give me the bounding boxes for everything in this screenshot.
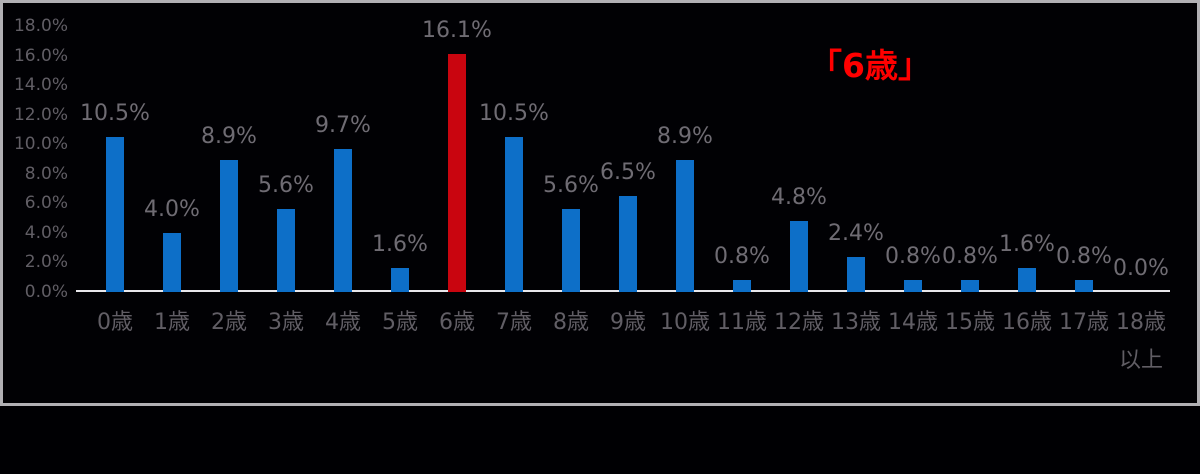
data-label: 0.8%	[714, 244, 770, 269]
chart-frame	[0, 0, 1200, 406]
data-label: 2.4%	[828, 221, 884, 246]
data-label: 0.8%	[885, 244, 941, 269]
x-tick-label: 18歳	[1116, 310, 1166, 335]
highlight-annotation: 「6歳」	[809, 46, 931, 85]
x-tick-label: 16歳	[1002, 310, 1052, 335]
bar	[619, 196, 637, 292]
x-tick-label: 4歳	[325, 310, 361, 335]
x-tick-label: 12歳	[774, 310, 824, 335]
y-tick-label: 12.0%	[13, 105, 68, 125]
data-label: 8.9%	[657, 124, 713, 149]
x-tick-label: 6歳	[439, 310, 475, 335]
bar	[1018, 268, 1036, 292]
bar	[163, 233, 181, 292]
x-tick-label: 5歳	[382, 310, 418, 335]
x-tick-label: 以上	[1118, 348, 1163, 373]
data-label: 0.0%	[1113, 256, 1169, 281]
x-tick-label: 9歳	[610, 310, 646, 335]
bar	[106, 137, 124, 292]
x-tick-label: 14歳	[888, 310, 938, 335]
data-label: 0.8%	[942, 244, 998, 269]
y-tick-label: 6.0%	[24, 193, 68, 213]
x-tick-label: 7歳	[496, 310, 532, 335]
x-tick-label: 1歳	[154, 310, 190, 335]
x-tick-label: 15歳	[945, 310, 995, 335]
bar	[505, 137, 523, 292]
data-label: 5.6%	[258, 173, 314, 198]
data-label: 6.5%	[600, 160, 656, 185]
y-tick-label: 10.0%	[13, 134, 68, 154]
bar	[277, 209, 295, 292]
data-label: 9.7%	[315, 113, 371, 138]
x-tick-label: 8歳	[553, 310, 589, 335]
x-tick-label: 2歳	[211, 310, 247, 335]
y-tick-label: 16.0%	[13, 46, 68, 66]
bar	[847, 257, 865, 292]
y-tick-label: 18.0%	[13, 16, 68, 36]
bar	[334, 149, 352, 292]
data-label: 8.9%	[201, 124, 257, 149]
bar	[904, 280, 922, 292]
bar	[676, 160, 694, 292]
x-tick-label: 11歳	[717, 310, 767, 335]
data-label: 4.0%	[144, 197, 200, 222]
data-label: 1.6%	[372, 232, 428, 257]
bar	[961, 280, 979, 292]
y-tick-label: 8.0%	[24, 164, 68, 184]
bar	[1075, 280, 1093, 292]
y-tick-label: 14.0%	[13, 75, 68, 95]
bar	[391, 268, 409, 292]
bar	[733, 280, 751, 292]
data-label: 4.8%	[771, 185, 827, 210]
x-tick-label: 13歳	[831, 310, 881, 335]
data-label: 10.5%	[479, 101, 549, 126]
bar	[562, 209, 580, 292]
y-tick-label: 4.0%	[24, 223, 68, 243]
x-tick-label: 0歳	[97, 310, 133, 335]
data-label: 5.6%	[543, 173, 599, 198]
bar	[220, 160, 238, 292]
x-tick-label: 10歳	[660, 310, 710, 335]
data-label: 16.1%	[422, 18, 492, 43]
data-label: 1.6%	[999, 232, 1055, 257]
x-tick-label: 3歳	[268, 310, 304, 335]
bar	[790, 221, 808, 292]
y-tick-label: 0.0%	[24, 282, 68, 302]
y-tick-label: 2.0%	[24, 252, 68, 272]
data-label: 10.5%	[80, 101, 150, 126]
data-label: 0.8%	[1056, 244, 1112, 269]
x-tick-label: 17歳	[1059, 310, 1109, 335]
bar-highlighted	[448, 54, 466, 292]
